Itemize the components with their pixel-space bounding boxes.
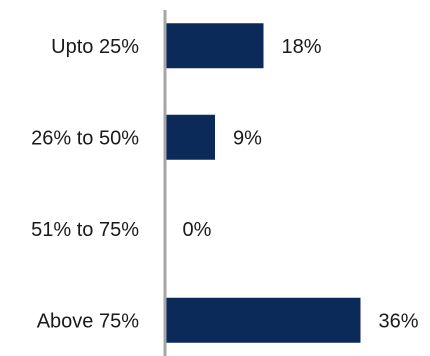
bars-group (166, 23, 361, 343)
value-label-2: 0% (183, 219, 212, 241)
value-label-1: 9% (233, 127, 262, 149)
value-labels-group: 18% 9% 0% 36% (183, 36, 419, 333)
value-label-0: 18% (282, 36, 322, 58)
category-labels-group: Upto 25% 26% to 50% 51% to 75% Above 75% (31, 36, 139, 333)
bar-1 (166, 114, 215, 160)
value-label-3: 36% (379, 310, 419, 332)
category-label-0: Upto 25% (51, 36, 139, 58)
bar-3 (166, 297, 361, 343)
category-label-3: Above 75% (37, 310, 140, 332)
bar-0 (166, 23, 264, 69)
category-label-2: 51% to 75% (31, 219, 139, 241)
category-label-1: 26% to 50% (31, 127, 139, 149)
